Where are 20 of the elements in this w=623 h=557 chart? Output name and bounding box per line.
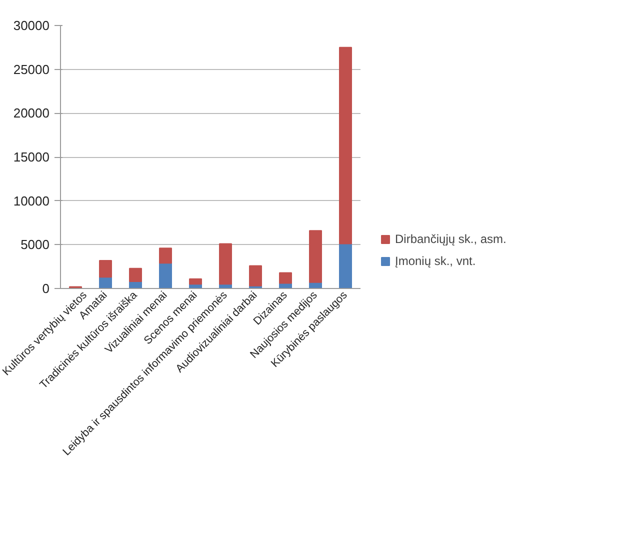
bar [309, 230, 322, 283]
bar [129, 268, 142, 282]
legend-label: Dirbančiųjų sk., asm. [395, 232, 506, 246]
bar [339, 243, 352, 288]
bar [279, 272, 292, 284]
bar [339, 46, 352, 244]
bar [99, 260, 112, 278]
bar [189, 278, 202, 285]
y-tick-label: 5000 [20, 237, 50, 252]
bar [159, 248, 172, 264]
y-tick-label: 15000 [13, 150, 50, 164]
legend-label: Įmonių sk., vnt. [395, 254, 476, 268]
y-tick-label: 25000 [13, 62, 50, 77]
y-tick-label: 30000 [13, 18, 50, 33]
y-tick-label: 20000 [13, 106, 50, 121]
y-tick-label: 0 [42, 281, 50, 296]
bar [219, 243, 232, 285]
bar [159, 262, 172, 288]
bar [249, 265, 262, 286]
y-tick-label: 10000 [13, 193, 50, 208]
